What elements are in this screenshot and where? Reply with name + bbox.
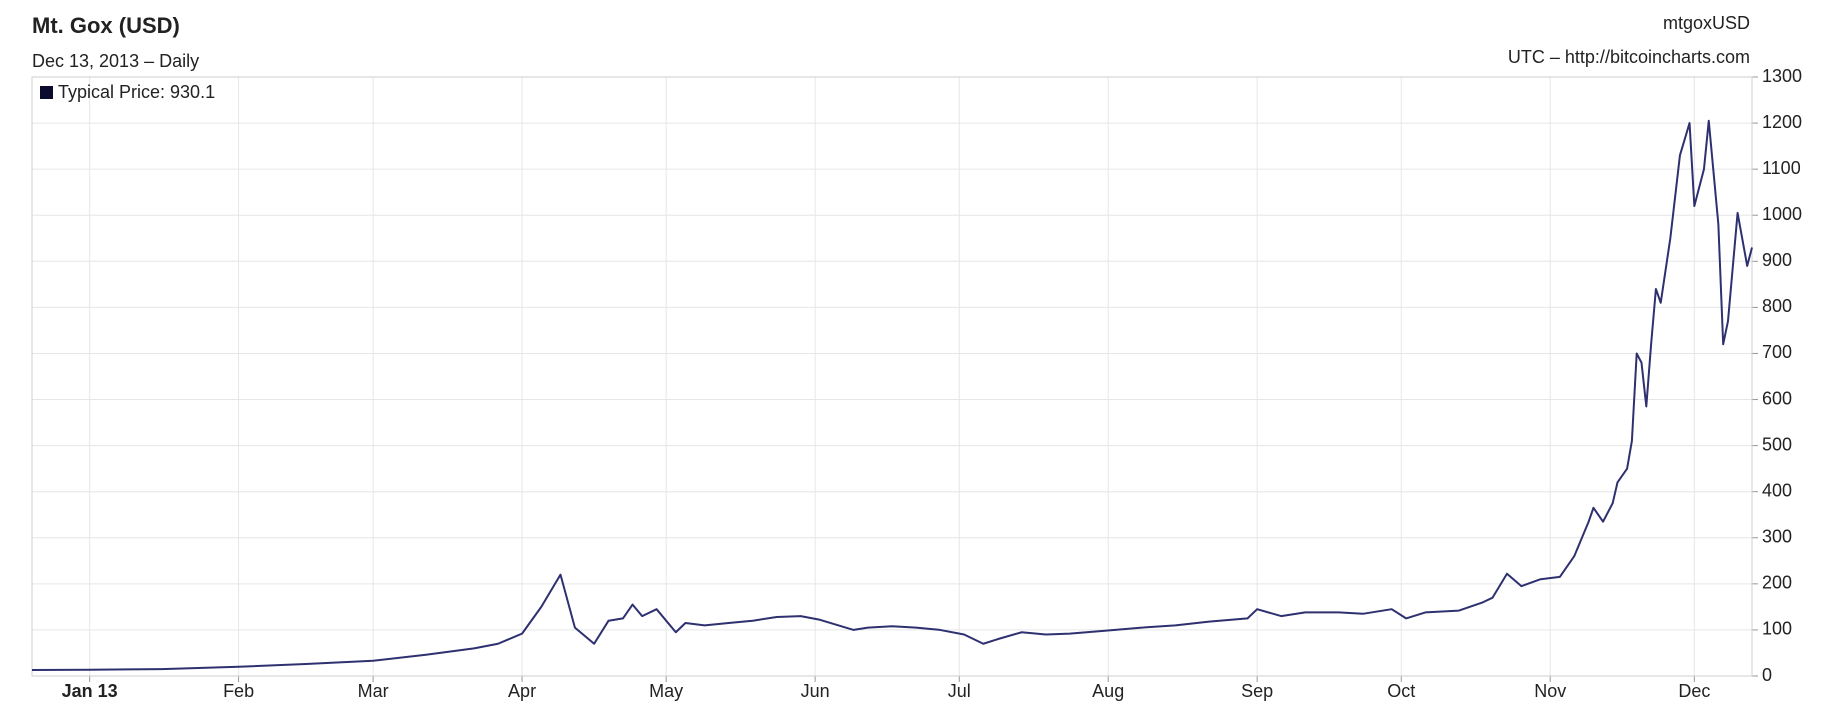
y-tick-label: 1000: [1762, 204, 1802, 224]
x-tick-label: Aug: [1092, 681, 1124, 701]
y-tick-label: 800: [1762, 296, 1792, 316]
y-tick-label: 300: [1762, 527, 1792, 547]
y-tick-label: 700: [1762, 342, 1792, 362]
y-tick-label: 400: [1762, 480, 1792, 500]
x-tick-label: Mar: [358, 681, 389, 701]
y-tick-label: 0: [1762, 665, 1772, 685]
x-tick-label: Oct: [1387, 681, 1415, 701]
plot-frame: [31, 76, 1753, 677]
symbol: mtgoxUSD: [1663, 13, 1750, 33]
legend-swatch: [40, 86, 53, 99]
x-tick-label: Apr: [508, 681, 536, 701]
x-tick-label: Nov: [1534, 681, 1566, 701]
y-tick-label: 500: [1762, 434, 1792, 454]
chart-title: Mt. Gox (USD): [32, 13, 180, 38]
x-tick-label: May: [649, 681, 683, 701]
x-tick-label: Feb: [223, 681, 254, 701]
source: UTC – http://bitcoincharts.com: [1508, 47, 1750, 67]
legend-label: Typical Price: 930.1: [58, 82, 215, 102]
x-tick-label: Jul: [948, 681, 971, 701]
y-tick-label: 1200: [1762, 112, 1802, 132]
chart-subtitle: Dec 13, 2013 – Daily: [32, 51, 199, 71]
x-tick-label: Jun: [801, 681, 830, 701]
x-tick-label: Sep: [1241, 681, 1273, 701]
price-line: [31, 119, 1753, 672]
y-tick-label: 600: [1762, 388, 1792, 408]
x-tick-label: Jan 13: [62, 681, 118, 701]
y-tick-label: 900: [1762, 250, 1792, 270]
y-tick-label: 1300: [1762, 66, 1802, 86]
x-tick-label: Dec: [1678, 681, 1710, 701]
y-tick-label: 200: [1762, 573, 1792, 593]
y-tick-label: 1100: [1762, 158, 1801, 178]
y-tick-label: 100: [1762, 619, 1792, 639]
